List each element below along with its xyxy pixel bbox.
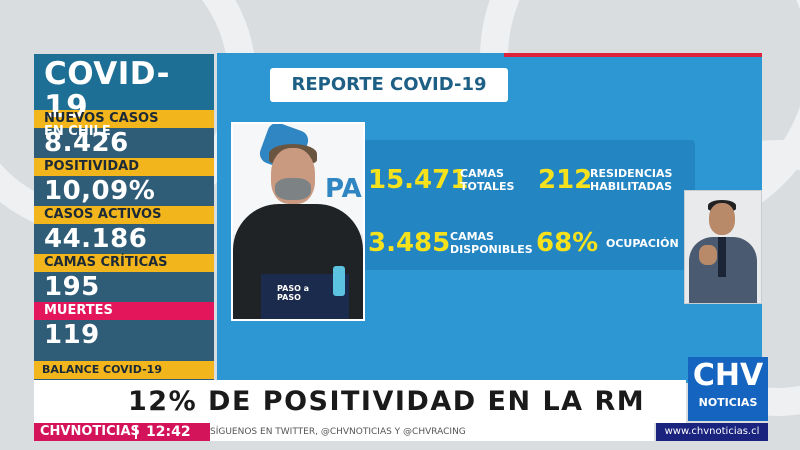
- report-label-residencias-1: RESIDENCIAS: [590, 167, 673, 180]
- site-url: www.chvnoticias.cl: [664, 426, 760, 437]
- sign-language-interpreter: [684, 190, 762, 304]
- brand-bar: [34, 423, 210, 441]
- report-label-camas-disponibles-1: CAMAS: [450, 230, 494, 243]
- covid-panel-title: COVID-19: [44, 56, 170, 125]
- stat-value-nuevos-casos: 8.426: [44, 128, 129, 158]
- report-label-residencias-2: HABILITADAS: [590, 180, 673, 193]
- stat-value-camas-criticas: 195: [44, 272, 100, 302]
- stat-label-positividad: POSITIVIDAD: [34, 158, 214, 176]
- brand-separator: [135, 425, 137, 439]
- balance-label: BALANCE COVID-19: [34, 361, 214, 379]
- press-conference-video: PASO PASO a PASO: [231, 122, 365, 321]
- report-label-camas-totales-1: CAMAS: [460, 167, 504, 180]
- headline-text: 12% DE POSITIVIDAD EN LA RM: [128, 386, 646, 417]
- report-value-residencias: 212: [538, 165, 593, 195]
- covid-stats-panel: COVID-19 EN CHILE NUEVOS CASOS 8.426 POS…: [34, 54, 214, 384]
- ticker-text: SÍGUENOS EN TWITTER, @CHVNOTICIAS Y @CHV…: [210, 427, 466, 437]
- report-title: REPORTE COVID-19: [291, 74, 487, 95]
- report-stats-box: [360, 140, 695, 270]
- headline-bar: [34, 380, 686, 423]
- chv-logo: [688, 357, 768, 421]
- report-label-ocupacion: OCUPACIÓN: [606, 237, 679, 250]
- sanitizer-bottle: [333, 266, 345, 296]
- paso-backdrop-text: PASO: [325, 174, 363, 204]
- report-accent-line: [504, 53, 762, 57]
- broadcast-time: 12:42: [146, 424, 191, 440]
- stat-label-camas-criticas: CAMAS CRÍTICAS: [34, 254, 214, 272]
- report-value-ocupacion: 68%: [536, 228, 599, 258]
- report-value-camas-disponibles: 3.485: [368, 228, 451, 258]
- report-value-camas-totales: 15.471: [368, 165, 469, 195]
- speaker-mask: [275, 178, 311, 200]
- stat-label-casos-activos: CASOS ACTIVOS: [34, 206, 214, 224]
- report-title-box: [270, 68, 508, 102]
- chv-logo-sub: NOTICIAS: [698, 396, 758, 409]
- covid-panel-header: COVID-19 EN CHILE: [34, 54, 214, 139]
- stat-label-muertes: MUERTES: [34, 302, 214, 320]
- stat-value-casos-activos: 44.186: [44, 224, 148, 254]
- podium-label: PASO a PASO: [277, 284, 310, 302]
- report-label-camas-disponibles-2: DISPONIBLES: [450, 243, 533, 256]
- stat-value-muertes: 119: [44, 320, 100, 350]
- stat-label-nuevos-casos: NUEVOS CASOS: [34, 110, 214, 128]
- report-label-camas-totales-2: TOTALES: [460, 180, 515, 193]
- site-bar: [656, 423, 768, 441]
- chv-logo-main: CHV: [692, 358, 764, 393]
- stat-value-positividad: 10,09%: [44, 176, 156, 206]
- brand-name: CHVNOTICIAS: [40, 424, 140, 439]
